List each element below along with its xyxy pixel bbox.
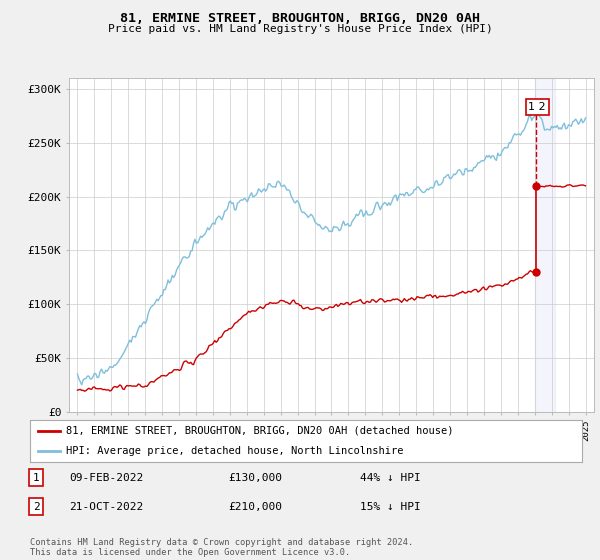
Text: 21-OCT-2022: 21-OCT-2022 [69, 502, 143, 512]
Text: 09-FEB-2022: 09-FEB-2022 [69, 473, 143, 483]
Text: 1: 1 [32, 473, 40, 483]
Text: £130,000: £130,000 [228, 473, 282, 483]
Text: 15% ↓ HPI: 15% ↓ HPI [360, 502, 421, 512]
Text: 2: 2 [32, 502, 40, 512]
Text: £210,000: £210,000 [228, 502, 282, 512]
Text: 81, ERMINE STREET, BROUGHTON, BRIGG, DN20 0AH: 81, ERMINE STREET, BROUGHTON, BRIGG, DN2… [120, 12, 480, 25]
Text: 1 2: 1 2 [529, 102, 546, 112]
Text: 81, ERMINE STREET, BROUGHTON, BRIGG, DN20 0AH (detached house): 81, ERMINE STREET, BROUGHTON, BRIGG, DN2… [66, 426, 454, 436]
Text: 44% ↓ HPI: 44% ↓ HPI [360, 473, 421, 483]
Bar [535, 78, 555, 412]
Text: Price paid vs. HM Land Registry's House Price Index (HPI): Price paid vs. HM Land Registry's House … [107, 24, 493, 34]
Text: Contains HM Land Registry data © Crown copyright and database right 2024.
This d: Contains HM Land Registry data © Crown c… [30, 538, 413, 557]
Text: HPI: Average price, detached house, North Lincolnshire: HPI: Average price, detached house, Nort… [66, 446, 403, 456]
